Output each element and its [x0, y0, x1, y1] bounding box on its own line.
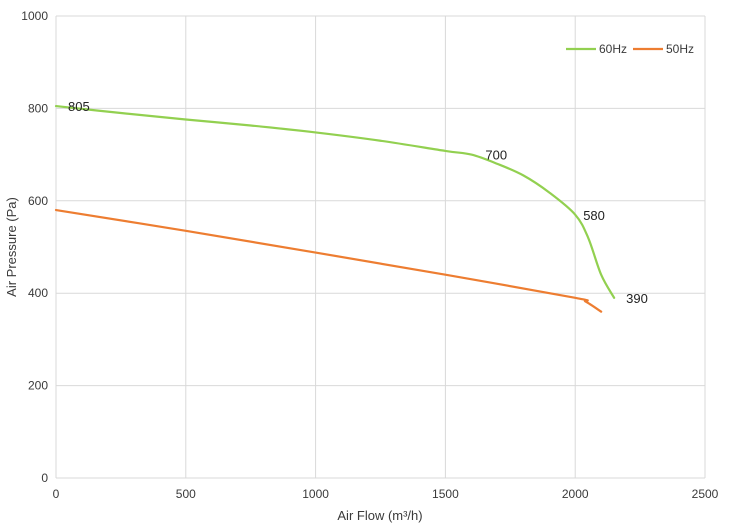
y-tick-label: 1000: [21, 9, 48, 23]
y-tick-label: 400: [28, 286, 48, 300]
legend-label: 60Hz: [599, 42, 627, 56]
data-label: 700: [485, 148, 507, 163]
series-layer: [54, 104, 616, 313]
y-tick-label: 0: [41, 471, 48, 485]
axis-layer: 0 200 400 600 800 1000 0 500 1000 1500 2000 2500: [21, 9, 718, 501]
x-tick-label: 2500: [692, 487, 719, 501]
x-tick-label: 1500: [432, 487, 459, 501]
data-label: 805: [68, 99, 90, 114]
x-tick-label: 2000: [562, 487, 589, 501]
annotation-layer: 805 700 580 390: [68, 99, 648, 306]
series-line-60hz: [54, 104, 616, 299]
y-tick-label: 200: [28, 379, 48, 393]
x-tick-label: 500: [176, 487, 196, 501]
y-axis-title: Air Pressure (Pa): [4, 197, 19, 297]
legend: 60Hz 50Hz: [566, 42, 694, 56]
data-label: 390: [626, 291, 648, 306]
grid-layer: [55, 15, 706, 479]
y-tick-label: 800: [28, 101, 48, 115]
legend-label: 50Hz: [666, 42, 694, 56]
y-tick-label: 600: [28, 194, 48, 208]
x-axis-title: Air Flow (m³/h): [337, 508, 422, 523]
data-label: 580: [583, 208, 605, 223]
x-tick-label: 0: [53, 487, 60, 501]
series-line-50hz: [54, 208, 603, 313]
x-tick-label: 1000: [302, 487, 329, 501]
